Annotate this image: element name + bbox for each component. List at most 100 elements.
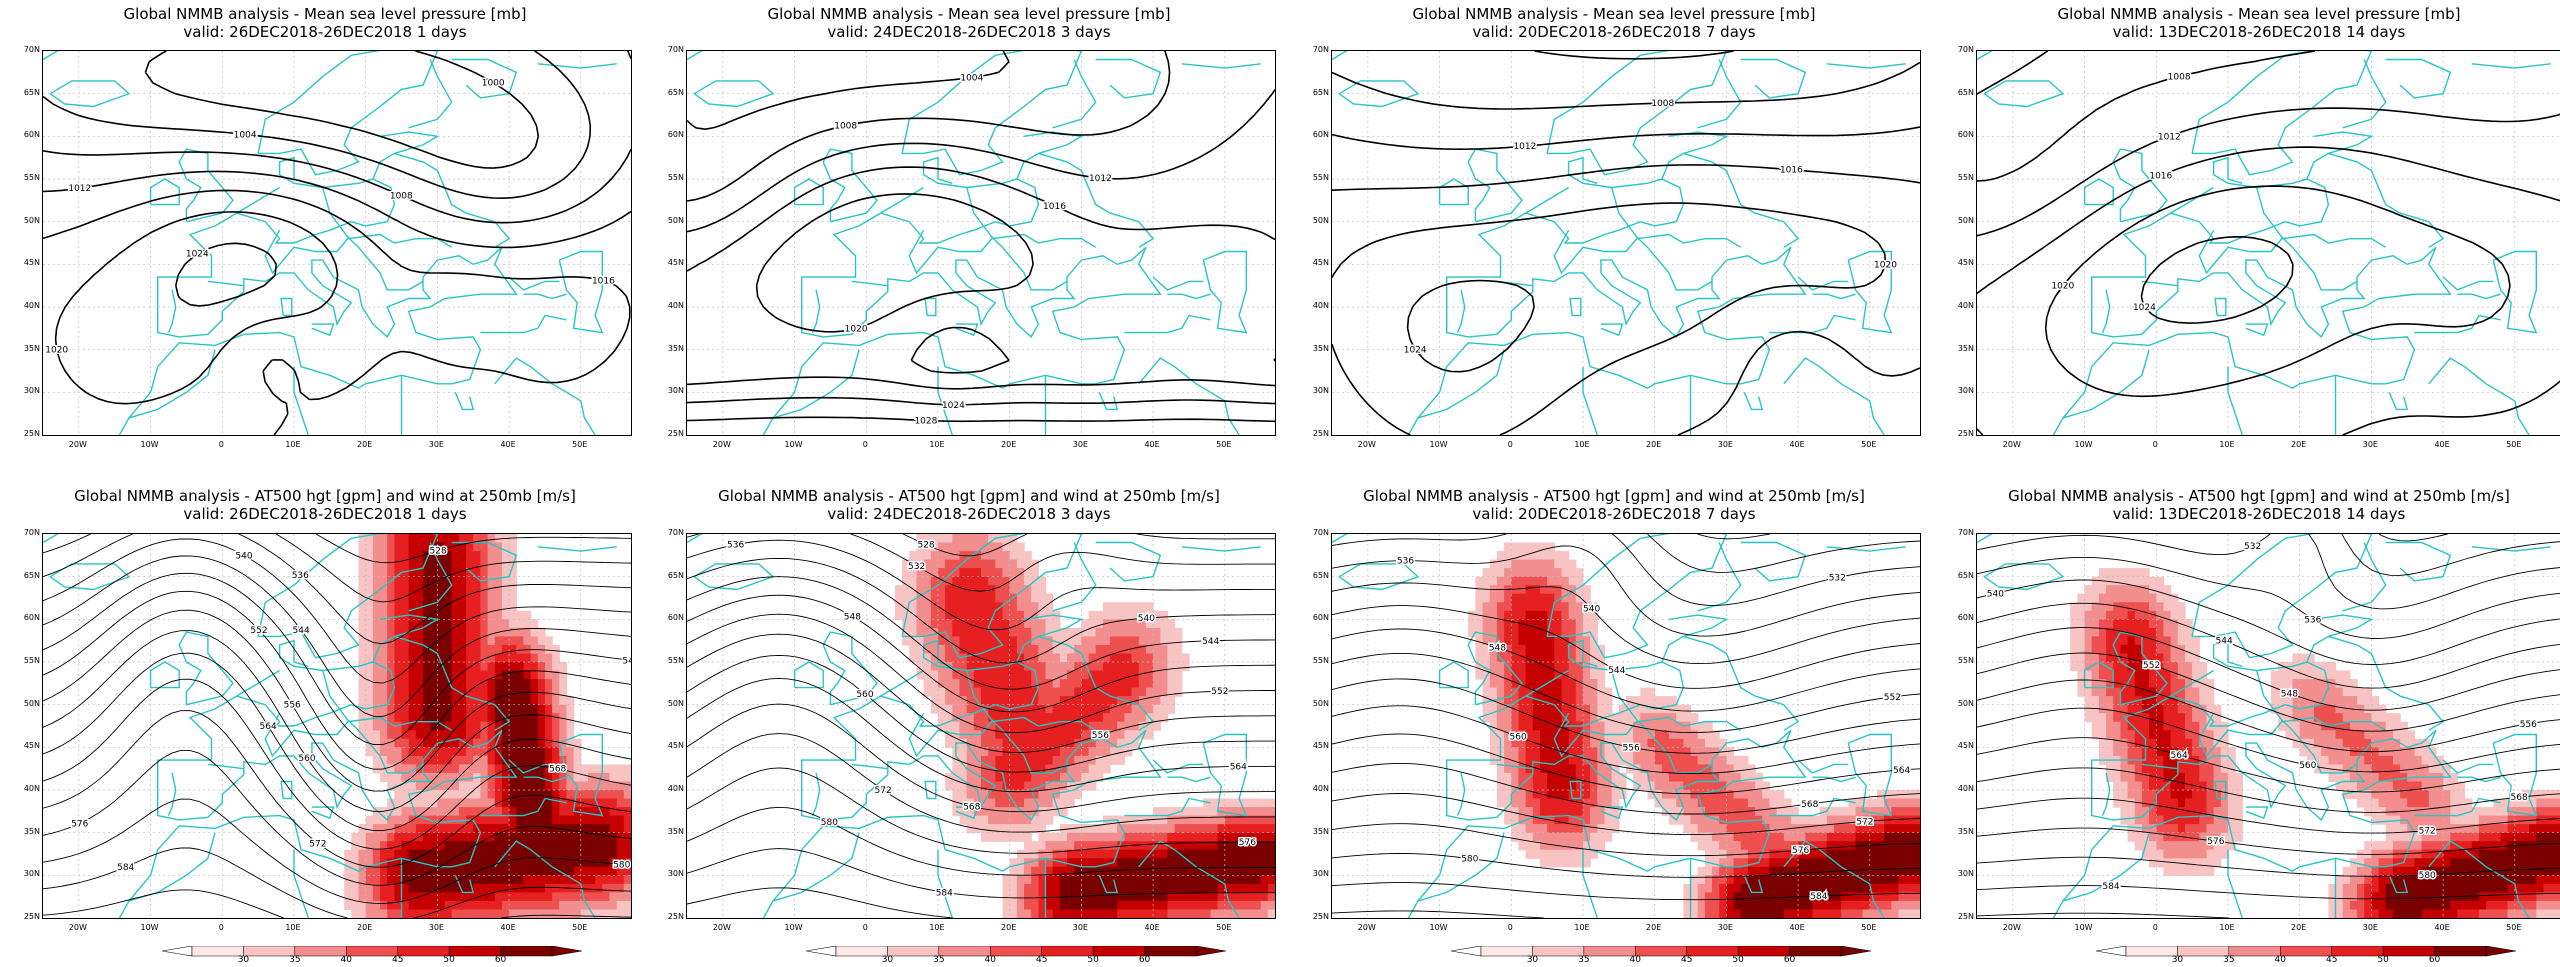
- lat-label: 35N: [16, 827, 40, 836]
- contour-label: 548: [844, 612, 861, 622]
- contour-label: 1008: [2168, 72, 2191, 82]
- map-panel-mslp-3d: Global NMMB analysis - Mean sea level pr…: [658, 4, 1280, 444]
- panel-title: Global NMMB analysis - AT500 hgt [gpm] a…: [1303, 488, 1925, 504]
- contour-label: 1016: [2149, 172, 2172, 182]
- colorbar-label: 50: [1728, 955, 1748, 965]
- lat-label: 40N: [1305, 301, 1329, 310]
- lon-label: 10E: [278, 440, 308, 449]
- lat-label: 55N: [16, 173, 40, 182]
- lat-label: 70N: [1950, 45, 1974, 54]
- lat-label: 25N: [16, 429, 40, 438]
- contour-label: 1024: [2133, 303, 2156, 313]
- contour-label: 1020: [845, 324, 868, 334]
- contour-label: 548: [622, 656, 631, 666]
- contour-label: 1000: [482, 79, 505, 89]
- contour-label: 1004: [960, 74, 983, 84]
- lat-label: 65N: [16, 571, 40, 580]
- lat-label: 40N: [1950, 301, 1974, 310]
- map-canvas: 5365405445485525565605645685725765805845…: [1332, 534, 1920, 918]
- contour-label: 1020: [45, 346, 68, 356]
- map-canvas: 5405445485525565605645685725765805845285…: [43, 534, 631, 918]
- lon-label: 20E: [350, 440, 380, 449]
- colorbar-label: 50: [439, 955, 459, 965]
- lat-label: 65N: [1305, 88, 1329, 97]
- contour-label: 536: [1397, 557, 1414, 567]
- lat-label: 50N: [1950, 216, 1974, 225]
- colorbar-label: 35: [1574, 955, 1594, 965]
- lon-label: 20E: [994, 923, 1024, 932]
- colorbar-label: 45: [2322, 955, 2342, 965]
- lon-label: 10E: [2212, 440, 2242, 449]
- lat-label: 40N: [16, 784, 40, 793]
- contour-label: 532: [908, 562, 925, 572]
- lat-label: 50N: [1305, 699, 1329, 708]
- colorbar-label: 30: [1522, 955, 1542, 965]
- lat-label: 30N: [660, 386, 684, 395]
- lon-label: 10E: [1567, 440, 1597, 449]
- lat-label: 70N: [660, 528, 684, 537]
- lon-label: 10E: [278, 923, 308, 932]
- panel-title: Global NMMB analysis - AT500 hgt [gpm] a…: [658, 488, 1280, 504]
- lat-label: 70N: [1305, 528, 1329, 537]
- coastlines: [687, 51, 1261, 435]
- lon-label: 20E: [1639, 440, 1669, 449]
- lat-label: 45N: [660, 258, 684, 267]
- lat-label: 70N: [1305, 45, 1329, 54]
- lat-label: 55N: [16, 656, 40, 665]
- lon-label: 30E: [2355, 923, 2385, 932]
- lat-label: 50N: [1950, 699, 1974, 708]
- lon-label: 10W: [779, 440, 809, 449]
- lat-label: 35N: [1305, 827, 1329, 836]
- lat-label: 55N: [1950, 656, 1974, 665]
- lon-label: 0: [206, 440, 236, 449]
- lat-label: 55N: [660, 656, 684, 665]
- contour-label: 544: [1202, 637, 1219, 647]
- contour-label: 1012: [1513, 142, 1536, 152]
- lat-label: 50N: [16, 216, 40, 225]
- lat-label: 35N: [660, 827, 684, 836]
- contour-label: 584: [2102, 882, 2119, 892]
- contour-label: 532: [2244, 542, 2261, 552]
- lon-label: 30E: [1710, 440, 1740, 449]
- contour-label: 576: [1792, 846, 1809, 856]
- contours: [43, 51, 631, 435]
- colorbar-label: 60: [1135, 955, 1155, 965]
- contour-label: 1012: [2158, 132, 2181, 142]
- lat-label: 60N: [1950, 613, 1974, 622]
- contour-label: 1008: [390, 192, 413, 202]
- graticule: [687, 51, 1275, 435]
- contour-label: 1004: [234, 130, 257, 140]
- lat-label: 70N: [1950, 528, 1974, 537]
- lat-label: 30N: [16, 386, 40, 395]
- lon-label: 20E: [994, 440, 1024, 449]
- colorbar-label: 50: [2373, 955, 2393, 965]
- lat-label: 60N: [1950, 130, 1974, 139]
- panel-subtitle: valid: 20DEC2018-26DEC2018 7 days: [1303, 506, 1925, 522]
- lon-label: 40E: [2427, 923, 2457, 932]
- map-panel-z500-7d: Global NMMB analysis - AT500 hgt [gpm] a…: [1303, 486, 1925, 956]
- panel-subtitle: valid: 24DEC2018-26DEC2018 3 days: [658, 24, 1280, 40]
- contour-label: 1024: [1404, 346, 1427, 356]
- panel-title: Global NMMB analysis - Mean sea level pr…: [1303, 6, 1925, 22]
- lat-label: 25N: [1950, 429, 1974, 438]
- lon-label: 10W: [1424, 923, 1454, 932]
- panel-subtitle: valid: 13DEC2018-26DEC2018 14 days: [1948, 24, 2560, 40]
- lat-label: 25N: [1305, 912, 1329, 921]
- lon-label: 50E: [565, 440, 595, 449]
- lon-label: 30E: [1065, 440, 1095, 449]
- lon-label: 20W: [707, 440, 737, 449]
- contour-label: 576: [2207, 837, 2224, 847]
- contour-label: 1012: [68, 184, 91, 194]
- lat-label: 55N: [660, 173, 684, 182]
- colorbar-label: 35: [285, 955, 305, 965]
- lat-label: 65N: [1305, 571, 1329, 580]
- contour-label: 1028: [914, 417, 937, 427]
- panel-title: Global NMMB analysis - Mean sea level pr…: [14, 6, 636, 22]
- lon-label: 40E: [493, 440, 523, 449]
- lon-label: 0: [2140, 923, 2170, 932]
